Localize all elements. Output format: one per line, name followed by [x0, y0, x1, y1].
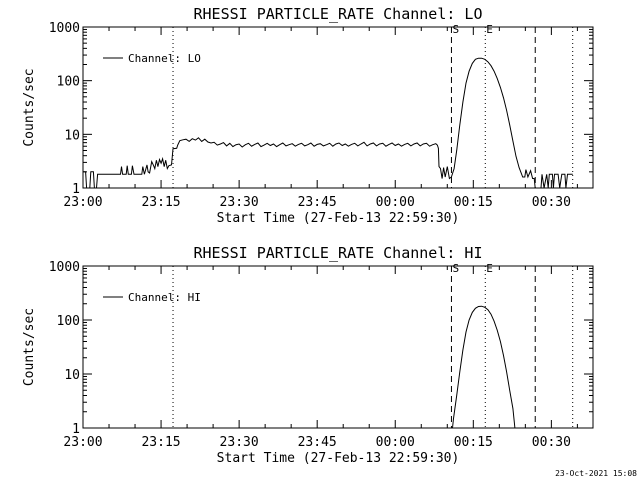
- x-axis-label: Start Time (27-Feb-13 22:59:30): [217, 451, 460, 466]
- x-tick-label: 23:30: [220, 195, 259, 210]
- time-marker-label: E: [486, 262, 493, 275]
- x-axis-label: Start Time (27-Feb-13 22:59:30): [217, 211, 460, 226]
- y-tick-label: 10: [64, 368, 80, 383]
- x-tick-label: 23:00: [63, 195, 102, 210]
- series-line: [452, 305, 516, 429]
- x-tick-label: 23:00: [63, 435, 102, 450]
- plot-frame: [82, 26, 594, 189]
- chart-title: RHESSI PARTICLE_RATE Channel: LO: [194, 5, 483, 23]
- x-tick-label: 23:45: [298, 195, 337, 210]
- legend-label: Channel: HI: [128, 291, 201, 304]
- x-tick-label: 00:00: [376, 195, 415, 210]
- time-marker-label: S: [452, 262, 459, 275]
- x-tick-label: 23:45: [298, 435, 337, 450]
- chart-title: RHESSI PARTICLE_RATE Channel: HI: [194, 244, 483, 262]
- time-marker-label: S: [452, 23, 459, 36]
- y-tick-label: 1: [72, 422, 80, 437]
- y-tick-label: 1: [72, 182, 80, 197]
- panel-hi: RHESSI PARTICLE_RATE Channel: HI 1 10 100 10…: [22, 244, 594, 466]
- x-tick-label: 00:30: [532, 435, 571, 450]
- legend-label: Channel: LO: [128, 52, 201, 65]
- x-tick-label: 23:30: [220, 435, 259, 450]
- series-line: [83, 57, 573, 189]
- x-tick-label: 00:15: [454, 435, 493, 450]
- x-tick-label: 00:30: [532, 195, 571, 210]
- y-tick-label: 1000: [49, 260, 80, 275]
- y-tick-label: 10: [64, 128, 80, 143]
- y-tick-label: 100: [57, 314, 80, 329]
- x-tick-label: 00:15: [454, 195, 493, 210]
- timestamp-stamp: 23-Oct-2021 15:08: [555, 469, 637, 478]
- panel-lo: RHESSI PARTICLE_RATE Channel: LO 1 10 100 10…: [22, 5, 594, 226]
- x-tick-label: 00:00: [376, 435, 415, 450]
- y-axis-label: Counts/sec: [22, 68, 37, 146]
- y-tick-label: 1000: [49, 21, 80, 36]
- x-tick-label: 23:15: [141, 195, 180, 210]
- x-tick-label: 23:15: [141, 435, 180, 450]
- plot-frame: [82, 265, 594, 429]
- y-axis-label: Counts/sec: [22, 308, 37, 386]
- time-marker-label: E: [486, 23, 493, 36]
- y-tick-label: 100: [57, 75, 80, 90]
